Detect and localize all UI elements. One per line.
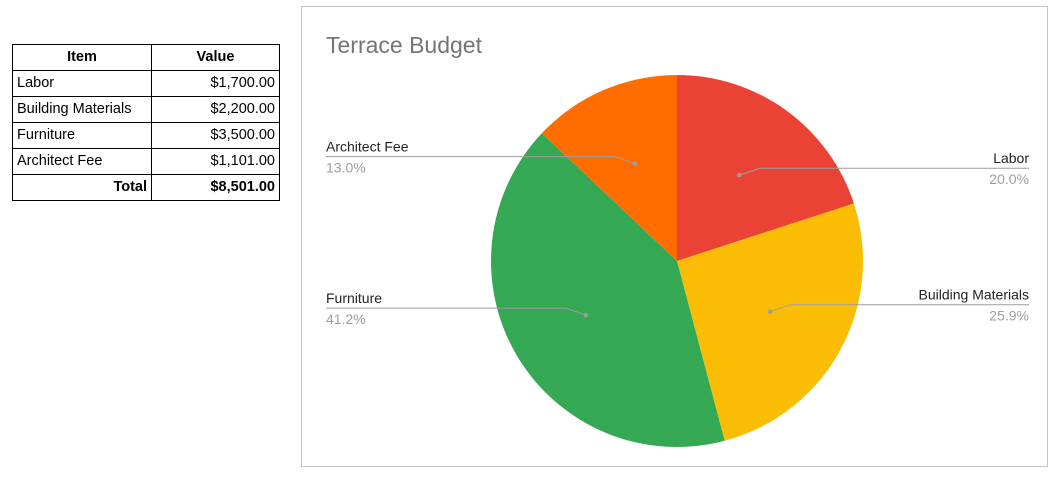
- leader-dot-furniture: [583, 312, 589, 318]
- table-row: Furniture $3,500.00: [12, 122, 280, 149]
- leader-dot-architect-fee: [632, 161, 638, 166]
- pie-slice-building-materials[interactable]: [677, 203, 863, 441]
- row-item-cell[interactable]: Labor: [12, 70, 152, 97]
- column-header-item: Item: [12, 44, 152, 71]
- row-value-cell[interactable]: $1,700.00: [151, 70, 280, 97]
- slice-percent-labor: 20.0%: [989, 171, 1029, 187]
- pie-labels: Architect Fee 13.0% Furniture 41.2% Labor 20.…: [326, 139, 1030, 327]
- slice-label-furniture: Furniture: [326, 290, 382, 306]
- table-row: Architect Fee $1,101.00: [12, 148, 280, 175]
- budget-table: Item Value Labor $1,700.00 Building Mate…: [12, 44, 280, 201]
- table-total-row: Total $8,501.00: [12, 174, 280, 201]
- total-label-cell[interactable]: Total: [12, 174, 152, 201]
- leader-line-furniture: [326, 307, 587, 316]
- leader-dot-building-materials: [767, 309, 773, 314]
- row-value-cell[interactable]: $3,500.00: [151, 122, 280, 149]
- pie-chart[interactable]: Terrace Budget Architect Fee 13.0% Furnitu…: [301, 6, 1048, 467]
- pie-slices: [491, 75, 863, 447]
- chart-title: Terrace Budget: [326, 32, 483, 58]
- pie-chart-svg: Terrace Budget Architect Fee 13.0% Furnitu…: [326, 32, 1030, 447]
- slice-label-labor: Labor: [993, 150, 1029, 166]
- row-item-cell[interactable]: Architect Fee: [12, 148, 152, 175]
- pie-slice-architect-fee[interactable]: [541, 75, 677, 261]
- slice-percent-building-materials: 25.9%: [989, 308, 1029, 324]
- row-item-cell[interactable]: Building Materials: [12, 96, 152, 123]
- row-value-cell[interactable]: $2,200.00: [151, 96, 280, 123]
- table-row: Labor $1,700.00: [12, 70, 280, 97]
- slice-percent-furniture: 41.2%: [326, 311, 366, 327]
- total-value-cell[interactable]: $8,501.00: [151, 174, 280, 201]
- slice-percent-architect-fee: 13.0%: [326, 160, 366, 176]
- table-row: Building Materials $2,200.00: [12, 96, 280, 123]
- row-item-cell[interactable]: Furniture: [12, 122, 152, 149]
- leader-line-architect-fee: [326, 156, 636, 165]
- leader-line-building-materials: [769, 304, 1029, 313]
- slice-label-building-materials: Building Materials: [919, 287, 1030, 303]
- column-header-value: Value: [151, 44, 280, 71]
- leader-line-labor: [739, 167, 1029, 176]
- row-value-cell[interactable]: $1,101.00: [151, 148, 280, 175]
- table-header-row: Item Value: [12, 44, 280, 71]
- leader-dot-labor: [737, 173, 742, 178]
- pie-slice-furniture[interactable]: [491, 133, 725, 447]
- slice-label-architect-fee: Architect Fee: [326, 139, 409, 155]
